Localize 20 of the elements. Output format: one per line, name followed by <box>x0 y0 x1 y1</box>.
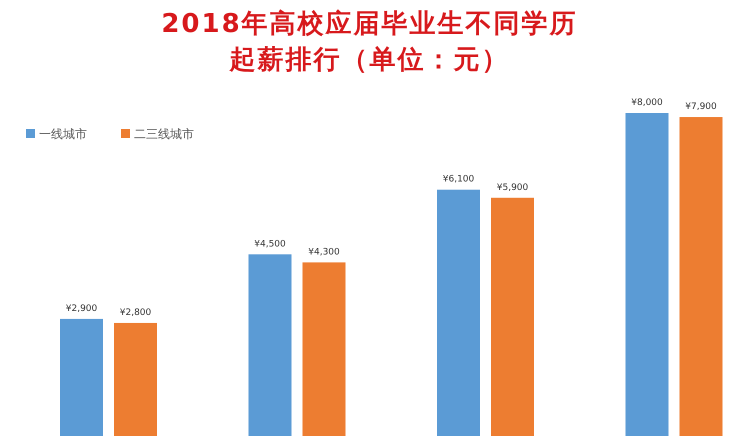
data-label: ¥4,300 <box>308 247 340 258</box>
legend-label: 二三线城市 <box>134 127 194 141</box>
bar <box>60 318 103 436</box>
bar <box>680 117 722 436</box>
legend-label: 一线城市 <box>39 127 87 141</box>
data-label: ¥4,500 <box>254 239 286 250</box>
data-label: ¥2,800 <box>120 308 152 318</box>
bar <box>248 254 292 436</box>
data-label: ¥5,900 <box>496 182 529 193</box>
bar <box>114 322 157 436</box>
bar <box>302 262 346 436</box>
chart-subtitle: 起薪排行（单位：元） <box>228 45 510 75</box>
bar <box>437 190 480 436</box>
data-label: ¥2,900 <box>66 304 98 314</box>
bar <box>626 113 668 436</box>
data-label: ¥6,100 <box>442 174 475 185</box>
data-label: ¥8,000 <box>631 98 664 108</box>
data-label: ¥7,900 <box>685 102 718 112</box>
bar <box>491 198 534 436</box>
chart-title: 2018年高校应届毕业生不同学历 <box>161 9 578 39</box>
